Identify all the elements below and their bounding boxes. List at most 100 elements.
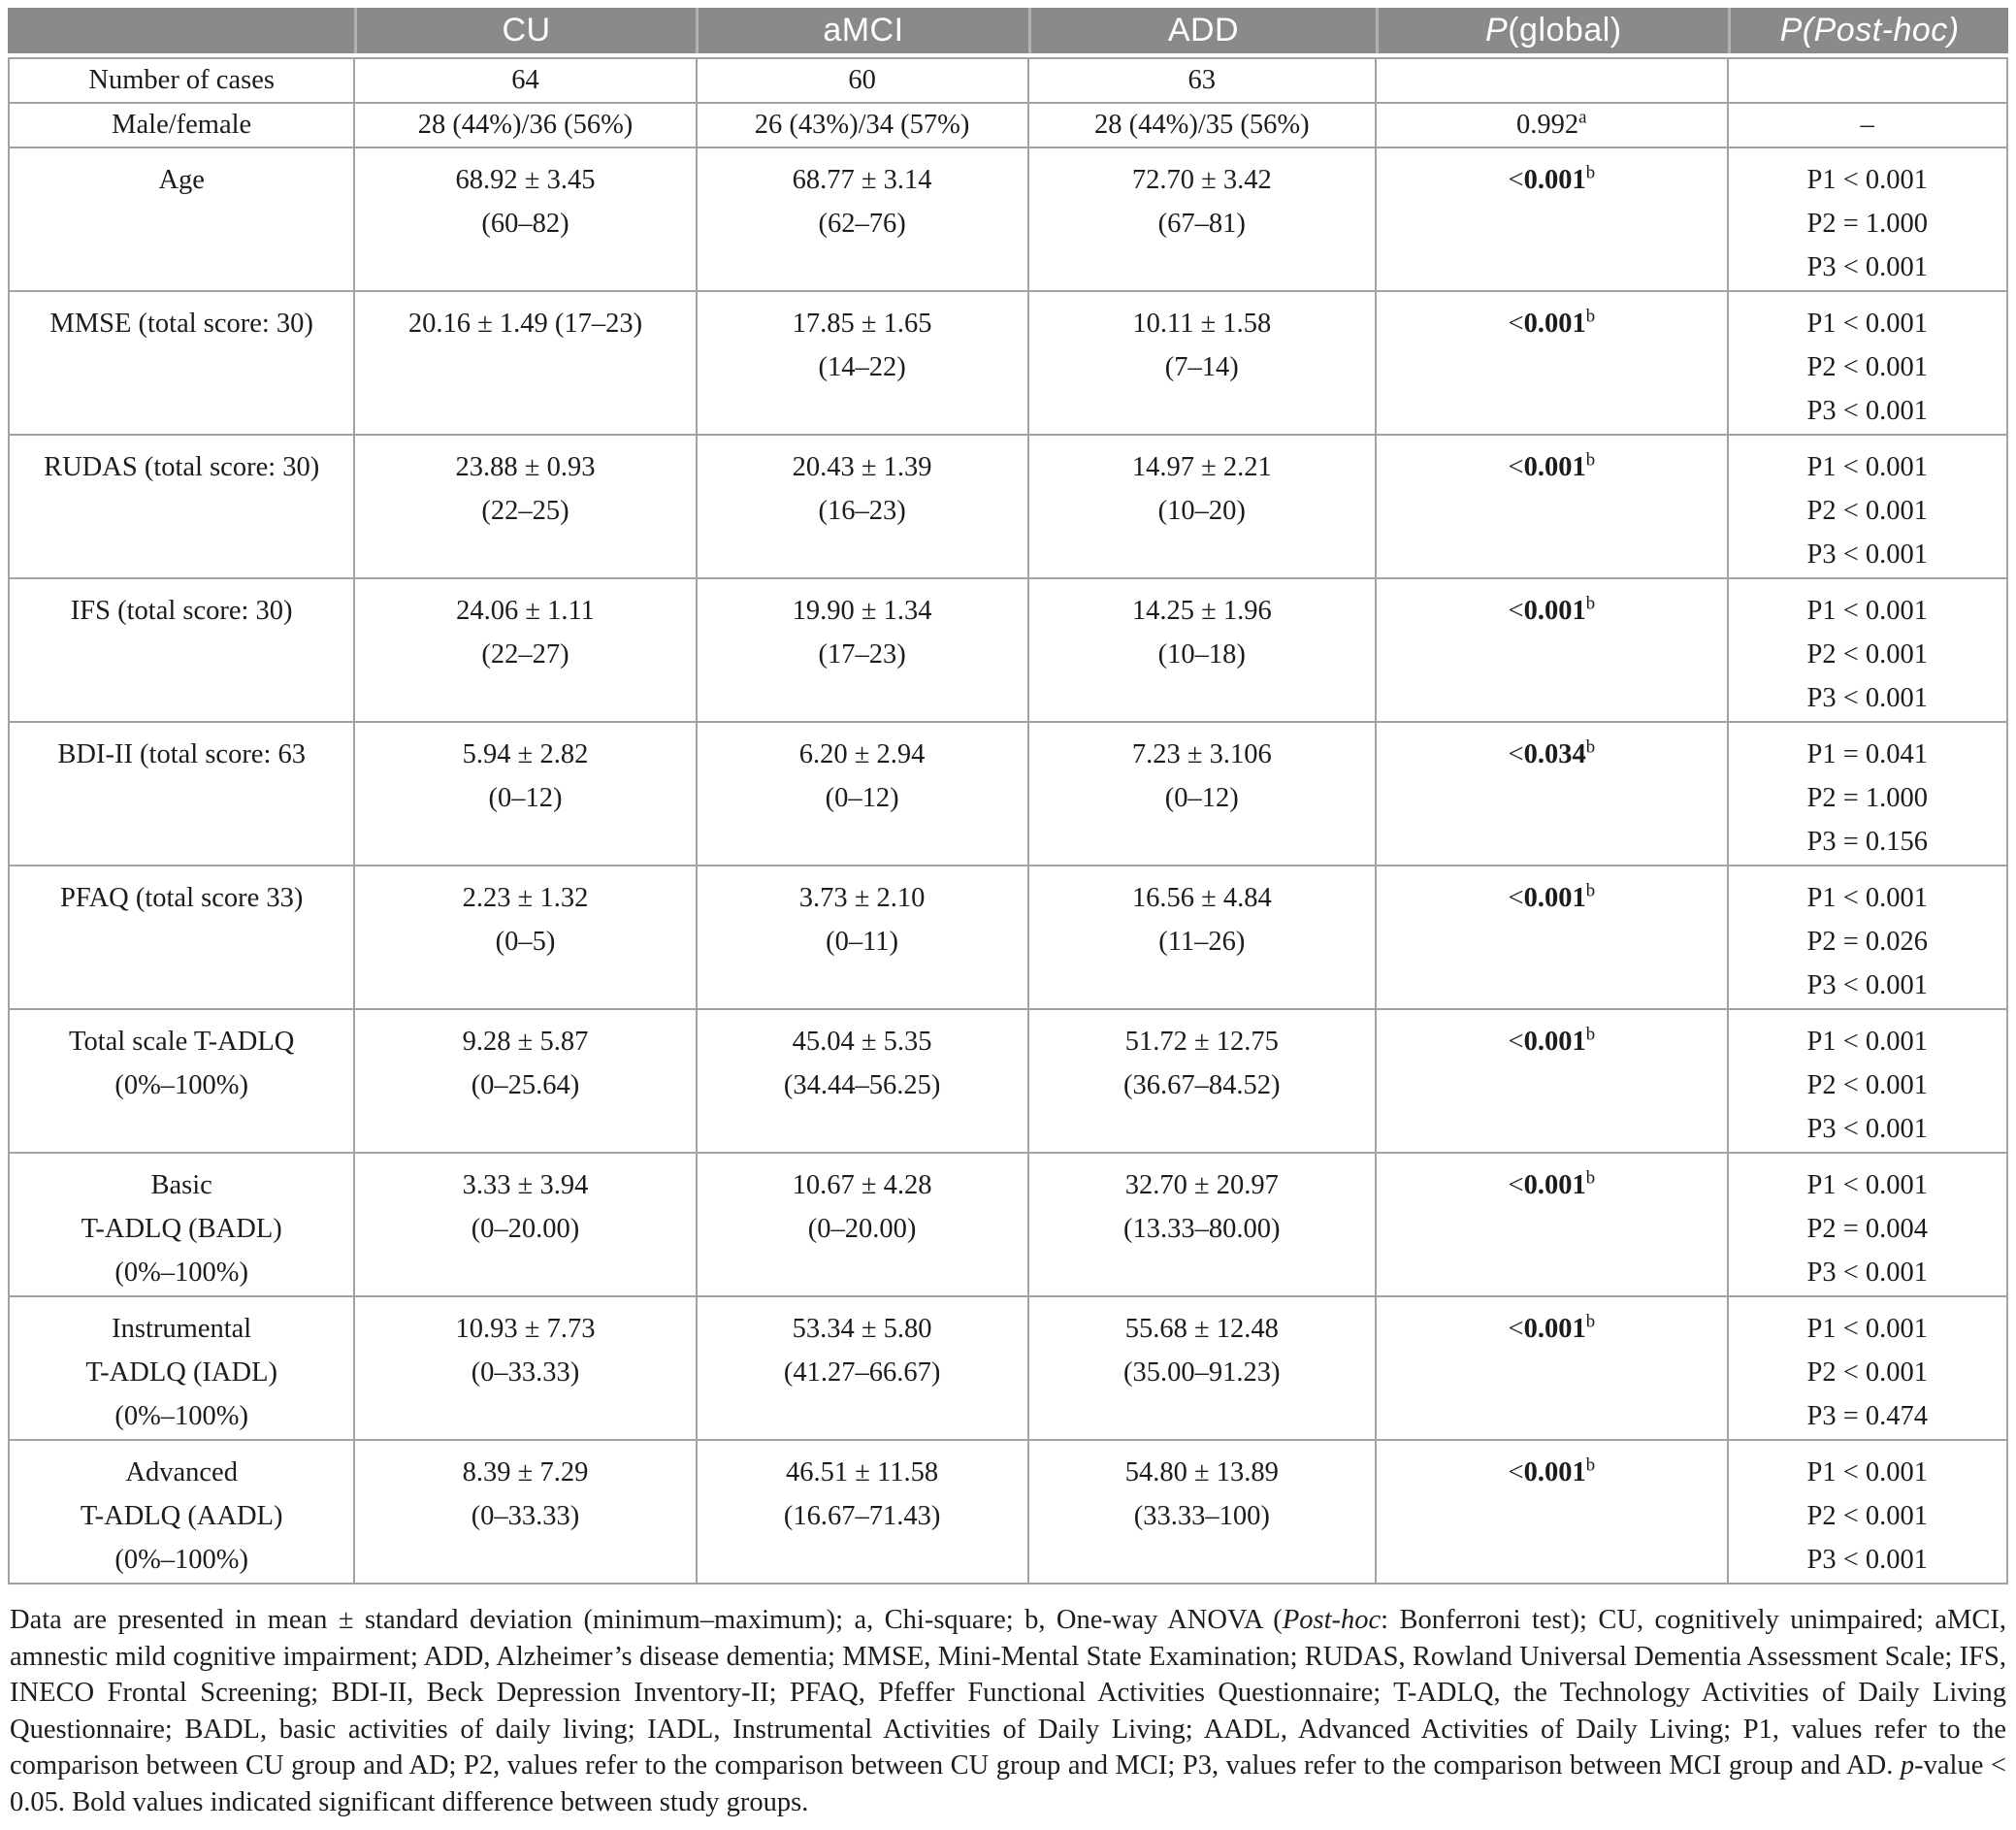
p-global-superscript: a xyxy=(1578,107,1587,128)
amci-value: 46.51 ± 11.58 (16.67–71.43) xyxy=(695,1439,1029,1585)
cell-line: P2 < 0.001 xyxy=(1806,1501,1929,1531)
p-global-number: 0.001 xyxy=(1523,1170,1586,1200)
p-global-line: <0.034b xyxy=(1377,733,1727,776)
p-global-line: <0.001b xyxy=(1377,1163,1727,1207)
p-global-italic-p: P xyxy=(1485,12,1509,49)
p-global-value: <0.001b xyxy=(1375,577,1729,723)
cell-line: 10.11 ± 1.58 xyxy=(1132,309,1272,339)
p-posthoc-italic-p: P xyxy=(1779,12,1803,49)
p-global-superscript: b xyxy=(1585,306,1596,327)
p-global-prefix: < xyxy=(1508,1027,1524,1057)
cell-line: (0–20.00) xyxy=(807,1214,917,1244)
characteristics-table: Number of cases 64 60 63 Male/female 28 (44%)… xyxy=(7,57,2009,1585)
table-footnote: Data are presented in mean ± standard de… xyxy=(10,1602,2006,1830)
cell-line: (7–14) xyxy=(1164,352,1239,382)
cell-line: P3 = 0.156 xyxy=(1806,827,1929,857)
footnote-segment: Data are presented in mean ± standard de… xyxy=(10,1605,1283,1635)
table-header-row: CU aMCI ADD P (global) P (Post-hoc) xyxy=(8,8,2008,53)
row-label: PFAQ (total score 33) xyxy=(7,865,356,1010)
cell-line: 54.80 ± 13.89 xyxy=(1124,1457,1279,1487)
cell-line: 72.70 ± 3.42 xyxy=(1131,165,1272,195)
amci-value: 10.67 ± 4.28 (0–20.00) xyxy=(695,1152,1029,1297)
cell-line: Age xyxy=(158,165,205,195)
p-posthoc-value: P1 < 0.001 P2 < 0.001 P3 < 0.001 xyxy=(1726,1008,2009,1154)
cell-line: P2 = 0.026 xyxy=(1806,927,1929,957)
cell-line: 23.88 ± 0.93 xyxy=(455,452,596,482)
p-global-value: <0.001b xyxy=(1375,1008,1729,1154)
p-global-superscript: b xyxy=(1585,1454,1596,1476)
cell-line: (14–22) xyxy=(818,352,906,382)
p-global-prefix: < xyxy=(1508,883,1524,913)
p-posthoc-value: P1 < 0.001 P2 < 0.001 P3 < 0.001 xyxy=(1726,577,2009,723)
p-global-number: 0.001 xyxy=(1523,1457,1586,1487)
p-global-prefix: < xyxy=(1508,1314,1524,1344)
cell-line: 3.33 ± 3.94 xyxy=(462,1170,589,1200)
p-global-superscript: b xyxy=(1585,593,1596,614)
p-global-value: <0.001b xyxy=(1375,1152,1729,1297)
table-row: Basic T-ADLQ (BADL) (0%–100%) 3.33 ± 3.94 (0… xyxy=(7,1152,2009,1297)
p-posthoc-value: P1 < 0.001 P2 = 0.004 P3 < 0.001 xyxy=(1726,1152,2009,1297)
p-posthoc-value: – xyxy=(1726,102,2009,148)
cell-line: P2 = 1.000 xyxy=(1806,209,1929,239)
amci-value: 45.04 ± 5.35 (34.44–56.25) xyxy=(695,1008,1029,1154)
amci-value: 20.43 ± 1.39 (16–23) xyxy=(695,434,1029,579)
p-global-superscript: b xyxy=(1585,736,1596,758)
cell-line: (0–20.00) xyxy=(471,1214,580,1244)
cell-line: 45.04 ± 5.35 xyxy=(792,1027,932,1057)
row-label: Number of cases xyxy=(7,57,356,104)
p-global-rest: (global) xyxy=(1508,12,1622,49)
cell-line: P1 < 0.001 xyxy=(1806,1170,1929,1200)
p-posthoc-value: P1 < 0.001 P2 < 0.001 P3 = 0.474 xyxy=(1726,1295,2009,1441)
cell-line: (67–81) xyxy=(1157,209,1246,239)
add-value: 14.25 ± 1.96 (10–18) xyxy=(1026,577,1378,723)
cell-line: Male/female xyxy=(112,110,252,140)
cell-line: Basic xyxy=(150,1170,212,1200)
cell-line: P1 < 0.001 xyxy=(1806,596,1929,626)
cell-line: P2 < 0.001 xyxy=(1806,496,1929,526)
p-global-line: <0.001b xyxy=(1377,1307,1727,1351)
amci-value: 19.90 ± 1.34 (17–23) xyxy=(695,577,1029,723)
cell-line: (0–5) xyxy=(495,927,556,957)
p-global-prefix: < xyxy=(1508,1170,1524,1200)
p-global-value: <0.001b xyxy=(1375,865,1729,1010)
cell-line: P2 = 1.000 xyxy=(1806,783,1929,813)
row-label: BDI-II (total score: 63 xyxy=(7,721,356,866)
cell-line: P3 = 0.474 xyxy=(1806,1401,1929,1431)
p-global-superscript: b xyxy=(1585,1024,1596,1045)
cell-line: P2 < 0.001 xyxy=(1806,639,1929,670)
cell-line: Advanced xyxy=(125,1457,238,1487)
p-global-number: 0.034 xyxy=(1523,739,1586,769)
cell-line: 20.16 ± 1.49 (17–23) xyxy=(407,309,643,339)
cell-line: P2 < 0.001 xyxy=(1806,1357,1929,1388)
p-global-prefix: < xyxy=(1508,739,1524,769)
cell-line: 55.68 ± 12.48 xyxy=(1124,1314,1279,1344)
add-value: 7.23 ± 3.106 (0–12) xyxy=(1026,721,1378,866)
p-global-superscript: b xyxy=(1585,880,1596,901)
p-global-number: 0.992 xyxy=(1516,110,1579,140)
row-label: IFS (total score: 30) xyxy=(7,577,356,723)
cell-line: 26 (43%)/34 (57%) xyxy=(754,110,970,140)
cell-line: 17.85 ± 1.65 xyxy=(792,309,932,339)
add-value: 28 (44%)/35 (56%) xyxy=(1026,102,1378,148)
cell-line: (10–18) xyxy=(1157,639,1246,670)
add-value: 63 xyxy=(1026,57,1378,104)
p-global-number: 0.001 xyxy=(1523,1314,1586,1344)
header-p-global: P (global) xyxy=(1376,8,1729,53)
cell-line: P3 < 0.001 xyxy=(1806,683,1929,713)
p-global-line: <0.001b xyxy=(1377,302,1727,345)
cu-value: 23.88 ± 0.93 (22–25) xyxy=(353,434,698,579)
cell-line: 53.34 ± 5.80 xyxy=(792,1314,932,1344)
cell-line: (17–23) xyxy=(818,639,906,670)
cell-line: P3 < 0.001 xyxy=(1806,1114,1929,1144)
cell-line: (0–33.33) xyxy=(471,1501,580,1531)
cell-line: 68.77 ± 3.14 xyxy=(792,165,932,195)
p-posthoc-rest: (Post-hoc) xyxy=(1802,12,1960,49)
cell-line: P2 < 0.001 xyxy=(1806,1070,1929,1100)
cell-line: 32.70 ± 20.97 xyxy=(1124,1170,1279,1200)
cell-line: (0–25.64) xyxy=(471,1070,580,1100)
cell-line: 68.92 ± 3.45 xyxy=(455,165,596,195)
cell-line: (11–26) xyxy=(1158,927,1246,957)
row-label: Total scale T-ADLQ (0%–100%) xyxy=(7,1008,356,1154)
p-posthoc-value: P1 < 0.001 P2 < 0.001 P3 < 0.001 xyxy=(1726,290,2009,436)
p-global-number: 0.001 xyxy=(1523,596,1586,626)
